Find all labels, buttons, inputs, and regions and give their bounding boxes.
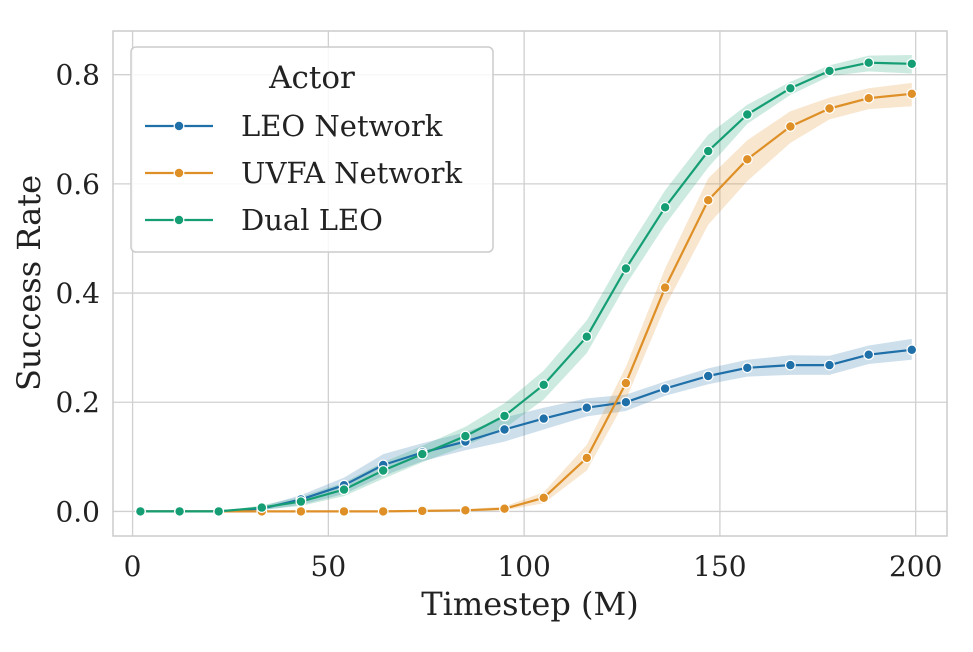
y-tick-label: 0.0 (55, 495, 100, 528)
x-tick-label: 0 (124, 550, 142, 583)
uvfa-network-point (620, 377, 632, 389)
x-axis-title: Timestep (M) (421, 585, 638, 623)
dual-leo-point (213, 506, 225, 517)
legend-marker-leo-network (173, 120, 185, 132)
leo-network-confidence-band (140, 338, 912, 512)
series-markers (134, 57, 918, 517)
uvfa-network-point (499, 503, 510, 515)
dual-leo-point (174, 506, 186, 517)
tick-labels: 0 50 100 150 200 0.0 0.2 0.4 0.6 0.8 (55, 59, 942, 583)
leo-network-point (499, 424, 510, 435)
dual-leo-point (499, 410, 510, 422)
dual-leo-point (659, 201, 671, 213)
leo-network-point (538, 413, 550, 425)
dual-leo-point (741, 109, 753, 120)
legend-marker-dual-leo (173, 214, 185, 226)
y-tick-label: 0.2 (55, 386, 100, 419)
x-tick-label: 150 (693, 550, 746, 583)
uvfa-network-line (140, 92, 912, 513)
dual-leo-point (460, 430, 471, 442)
leo-network-point (659, 383, 671, 395)
uvfa-network-point (295, 506, 307, 517)
uvfa-network-point (538, 492, 550, 504)
uvfa-network-point (741, 153, 753, 165)
uvfa-network-point (785, 121, 796, 132)
y-tick-label: 0.4 (55, 277, 100, 310)
dual-leo-point (377, 465, 389, 476)
uvfa-network-point (824, 103, 835, 114)
uvfa-network-point (863, 92, 875, 104)
leo-network-point (824, 359, 835, 371)
leo-network-point (581, 402, 593, 414)
uvfa-network-point (702, 194, 714, 206)
plot-frame (112, 30, 948, 537)
y-tick-label: 0.6 (55, 168, 100, 201)
legend-label-leo-network: LEO Network (241, 109, 443, 143)
uvfa-network-point (581, 452, 593, 464)
dual-leo-point (295, 496, 307, 508)
dual-leo-point (824, 65, 835, 77)
legend-title: Actor (268, 60, 355, 96)
y-tick-label: 0.8 (55, 59, 100, 92)
y-axis-title: Success Rate (10, 175, 48, 391)
dual-leo-point (538, 379, 550, 391)
dual-leo-point (338, 484, 350, 496)
legend: Actor LEO Network UVFA Network Dual LEO (130, 46, 494, 253)
uvfa-network-point (377, 506, 389, 517)
legend-marker-uvfa-network (173, 167, 185, 179)
dual-leo-point (785, 82, 796, 94)
uvfa-network-point (906, 88, 918, 100)
dual-leo-point (134, 506, 146, 517)
legend-label-dual-leo: Dual LEO (241, 203, 383, 237)
dual-leo-point (863, 57, 875, 69)
dual-leo-point (620, 263, 632, 274)
legend-box (130, 46, 494, 253)
uvfa-network-point (338, 506, 350, 517)
leo-network-point (620, 396, 632, 408)
x-tick-label: 100 (497, 550, 550, 583)
leo-network-point (906, 344, 918, 356)
leo-network-point (702, 370, 714, 382)
legend-item-dual-leo: Dual LEO (145, 203, 383, 237)
dual-leo-point (581, 331, 593, 343)
x-tick-label: 50 (311, 550, 347, 583)
legend-label-uvfa-network: UVFA Network (241, 156, 462, 190)
leo-network-point (863, 349, 875, 361)
leo-network-point (785, 359, 796, 371)
series-lines (140, 61, 912, 513)
dual-leo-point (906, 58, 918, 70)
leo-network-point (741, 362, 753, 374)
legend-item-leo-network: LEO Network (145, 109, 443, 143)
dual-leo-point (702, 145, 714, 157)
dual-leo-point (256, 502, 268, 514)
uvfa-network-point (416, 505, 428, 517)
dual-leo-point (416, 448, 428, 460)
dual-leo-line (140, 61, 912, 513)
uvfa-network-point (460, 504, 471, 516)
x-tick-label: 200 (889, 550, 942, 583)
uvfa-network-point (659, 282, 671, 294)
legend-item-uvfa-network: UVFA Network (145, 156, 462, 190)
